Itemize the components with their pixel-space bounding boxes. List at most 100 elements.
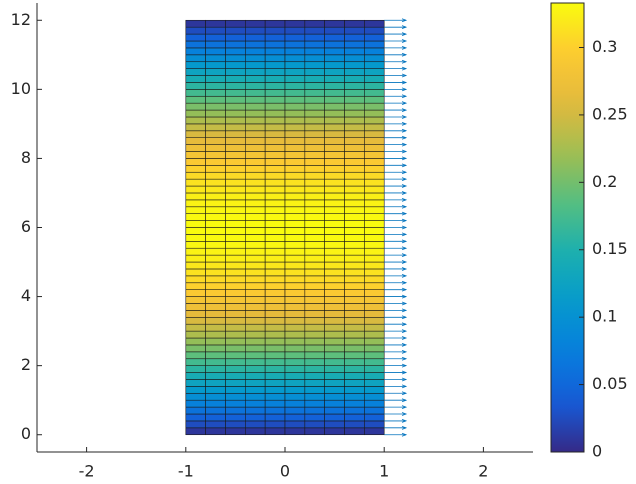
mesh-cell — [304, 220, 325, 228]
mesh-cell — [364, 171, 385, 180]
mesh-cell — [324, 427, 345, 436]
mesh-cell — [304, 75, 325, 83]
mesh-cell — [324, 109, 345, 118]
mesh-cell — [304, 241, 325, 249]
mesh-cell — [205, 344, 226, 353]
mesh-cell — [364, 420, 385, 429]
mesh-cell — [284, 33, 306, 42]
x-tick-label: 1 — [379, 462, 389, 481]
x-tick-label: -1 — [178, 462, 194, 481]
arrow — [384, 211, 408, 216]
mesh-cell — [205, 82, 226, 90]
mesh-cell — [364, 427, 385, 436]
mesh-cell — [185, 116, 206, 125]
mesh-cell — [225, 365, 246, 373]
mesh-cell — [344, 365, 365, 373]
mesh-cell — [225, 413, 246, 422]
arrow-head — [401, 253, 408, 258]
colorbar-tick-label: 0.05 — [592, 374, 628, 393]
mesh-cell — [324, 199, 345, 208]
mesh-cell — [245, 282, 266, 290]
mesh-cell — [245, 330, 266, 339]
mesh-cell — [344, 427, 365, 436]
mesh-cell — [304, 344, 325, 353]
arrow — [384, 225, 408, 230]
mesh-cell — [324, 40, 345, 49]
mesh-cell — [304, 330, 325, 339]
mesh-cell — [205, 261, 226, 270]
arrow — [384, 377, 408, 382]
mesh-cell — [264, 171, 286, 180]
mesh-cell — [245, 296, 266, 304]
mesh-cell — [344, 337, 365, 346]
mesh-cell — [225, 47, 246, 56]
mesh-cell — [304, 275, 325, 284]
mesh-cell — [344, 123, 365, 132]
mesh-cell — [185, 144, 206, 152]
mesh-cell — [304, 192, 325, 201]
mesh-cell — [205, 386, 226, 394]
mesh-cell — [284, 61, 306, 69]
mesh-cell — [284, 40, 306, 49]
mesh-cell — [364, 123, 385, 132]
mesh-cell — [225, 151, 246, 159]
mesh-cell — [225, 379, 246, 387]
mesh-cell — [185, 358, 206, 366]
mesh-cell — [264, 47, 286, 56]
mesh-cell — [364, 54, 385, 63]
mesh-cell — [364, 379, 385, 387]
arrow — [384, 135, 408, 140]
arrow — [384, 349, 408, 354]
mesh-cell — [205, 289, 226, 297]
mesh-cell — [264, 68, 286, 76]
mesh-cell — [264, 109, 286, 118]
mesh-cell — [264, 386, 286, 394]
arrow — [384, 115, 408, 119]
mesh-cell — [344, 406, 365, 415]
mesh-cell — [225, 19, 246, 28]
mesh-cell — [185, 365, 206, 373]
mesh-cell — [324, 102, 345, 111]
mesh-cell — [304, 337, 325, 346]
mesh-cell — [264, 61, 286, 69]
mesh-cell — [185, 379, 206, 387]
mesh-cell — [284, 365, 306, 373]
mesh-cell — [205, 220, 226, 228]
arrow — [384, 294, 408, 299]
arrow — [384, 184, 408, 188]
mesh-cell — [364, 178, 385, 187]
mesh-cell — [324, 26, 345, 35]
mesh-cell — [245, 151, 266, 159]
mesh-cell — [185, 95, 206, 104]
mesh-cell — [344, 275, 365, 284]
mesh-cell — [264, 144, 286, 152]
mesh-cell — [284, 137, 306, 145]
mesh-cell — [304, 47, 325, 56]
mesh-cell — [364, 137, 385, 145]
mesh-cell — [185, 261, 206, 270]
mesh-cell — [284, 275, 306, 284]
mesh-cell — [284, 158, 306, 166]
arrow-head — [401, 308, 408, 313]
arrow — [384, 204, 408, 209]
mesh-cell — [205, 282, 226, 290]
mesh-cell — [304, 33, 325, 42]
mesh-cell — [205, 296, 226, 304]
mesh-cell — [364, 241, 385, 249]
arrow — [384, 149, 408, 154]
mesh-cell — [324, 261, 345, 270]
mesh-cell — [304, 406, 325, 415]
mesh-cell — [324, 75, 345, 83]
mesh-cell — [225, 26, 246, 35]
mesh-cell — [324, 185, 345, 194]
mesh-cell — [185, 82, 206, 90]
mesh-cell — [264, 337, 286, 346]
mesh-cell — [185, 372, 206, 380]
mesh-cell — [344, 358, 365, 366]
arrow — [384, 191, 408, 195]
mesh-cell — [324, 123, 345, 132]
mesh-cell — [225, 171, 246, 180]
mesh-cell — [185, 33, 206, 42]
mesh-cell — [324, 171, 345, 180]
mesh-cell — [324, 33, 345, 42]
